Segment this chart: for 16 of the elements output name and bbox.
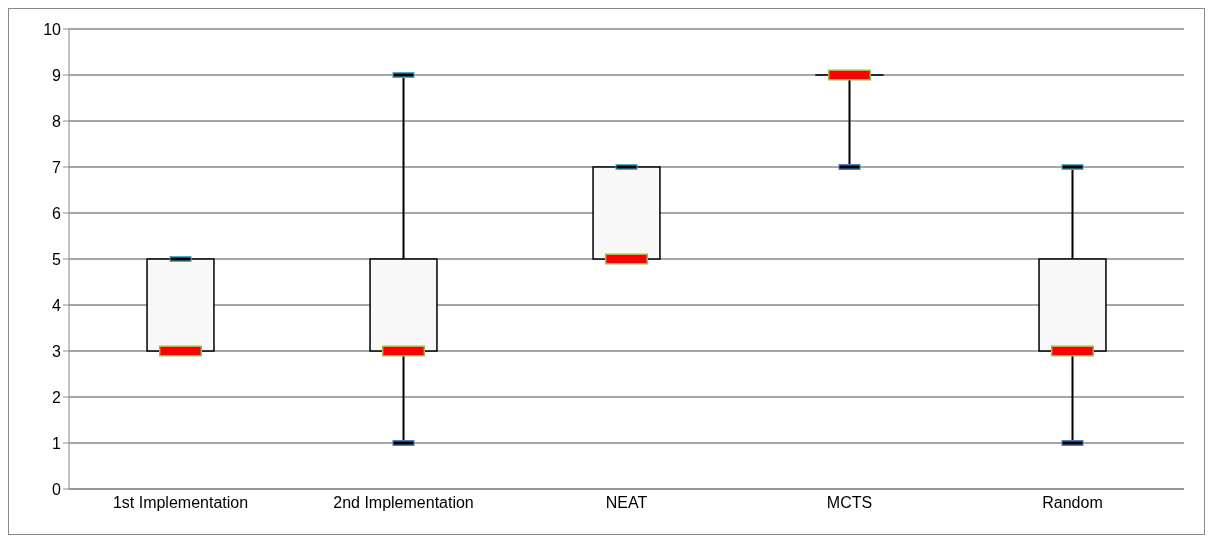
y-tick-label: 3 — [52, 342, 62, 360]
y-tick-label: 6 — [52, 204, 62, 222]
y-tick-label: 4 — [52, 296, 62, 314]
y-tick-label: 2 — [52, 388, 62, 406]
x-tick-label: 2nd Implementation — [333, 494, 474, 512]
y-tick-label: 0 — [52, 480, 62, 498]
y-tick-label: 10 — [43, 20, 62, 38]
y-tick-label: 7 — [52, 158, 62, 176]
x-tick-label: 1st Implementation — [112, 494, 249, 512]
y-tick-label: 1 — [52, 434, 62, 452]
x-tick-label: NEAT — [605, 494, 648, 512]
y-tick-label: 5 — [52, 250, 62, 268]
x-tick-label: Random — [1042, 494, 1103, 512]
y-tick-label: 9 — [52, 66, 62, 84]
y-tick-label: 8 — [52, 112, 62, 130]
x-tick-label: MCTS — [826, 494, 873, 512]
